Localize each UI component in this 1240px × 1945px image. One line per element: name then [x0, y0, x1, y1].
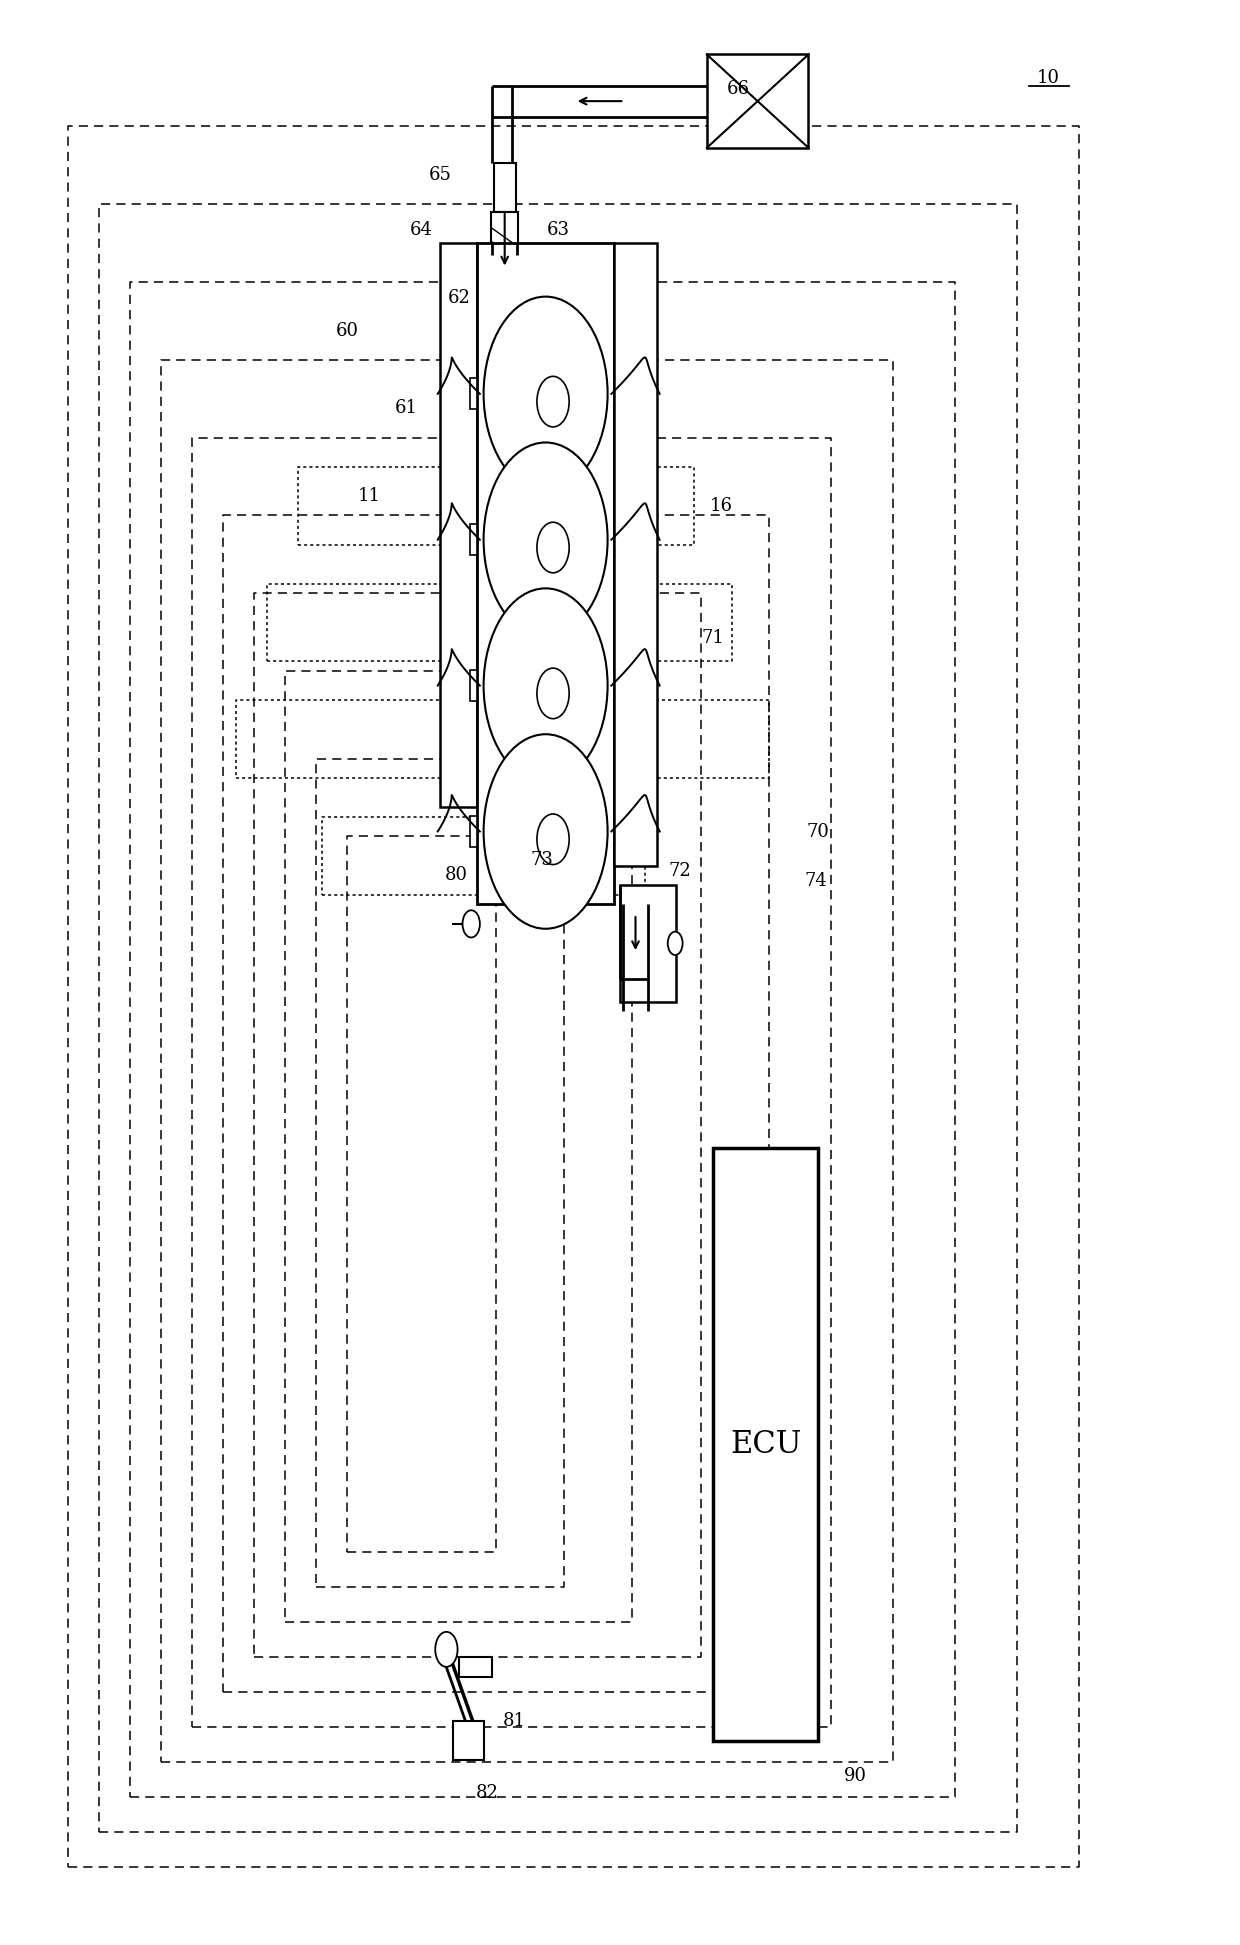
Text: 60: 60 — [336, 321, 358, 340]
Text: 73: 73 — [531, 850, 553, 869]
Text: 90: 90 — [844, 1766, 867, 1786]
Polygon shape — [459, 1657, 492, 1677]
Circle shape — [537, 523, 569, 574]
Text: 61: 61 — [396, 399, 418, 418]
Polygon shape — [707, 54, 808, 148]
Circle shape — [537, 669, 569, 720]
Text: 11: 11 — [358, 486, 381, 506]
Polygon shape — [453, 1721, 484, 1760]
Text: 62: 62 — [448, 288, 470, 307]
Text: 80: 80 — [445, 866, 467, 885]
Circle shape — [667, 932, 682, 955]
Polygon shape — [620, 885, 676, 1002]
Polygon shape — [494, 163, 516, 212]
Polygon shape — [470, 669, 477, 702]
Polygon shape — [470, 525, 477, 556]
Text: 10: 10 — [1037, 68, 1059, 88]
Circle shape — [463, 910, 480, 937]
Polygon shape — [470, 817, 477, 848]
Circle shape — [484, 298, 608, 492]
Text: 64: 64 — [410, 220, 433, 239]
Polygon shape — [440, 243, 477, 807]
Text: 63: 63 — [547, 220, 569, 239]
Circle shape — [484, 589, 608, 784]
Text: ECU: ECU — [730, 1430, 801, 1459]
Text: 66: 66 — [727, 80, 749, 99]
Text: 16: 16 — [711, 496, 733, 515]
Text: 81: 81 — [503, 1712, 526, 1731]
Polygon shape — [713, 1148, 818, 1741]
Circle shape — [537, 813, 569, 864]
Polygon shape — [614, 243, 657, 866]
Text: 74: 74 — [805, 871, 827, 891]
Circle shape — [484, 443, 608, 638]
Polygon shape — [477, 243, 614, 904]
Polygon shape — [491, 212, 518, 255]
Circle shape — [435, 1632, 458, 1667]
Polygon shape — [470, 379, 477, 410]
Circle shape — [484, 735, 608, 930]
Text: 65: 65 — [429, 165, 451, 185]
Circle shape — [537, 377, 569, 428]
Text: 71: 71 — [702, 628, 724, 648]
Text: 72: 72 — [668, 862, 691, 881]
Text: 70: 70 — [807, 823, 830, 842]
Text: 82: 82 — [476, 1784, 498, 1803]
